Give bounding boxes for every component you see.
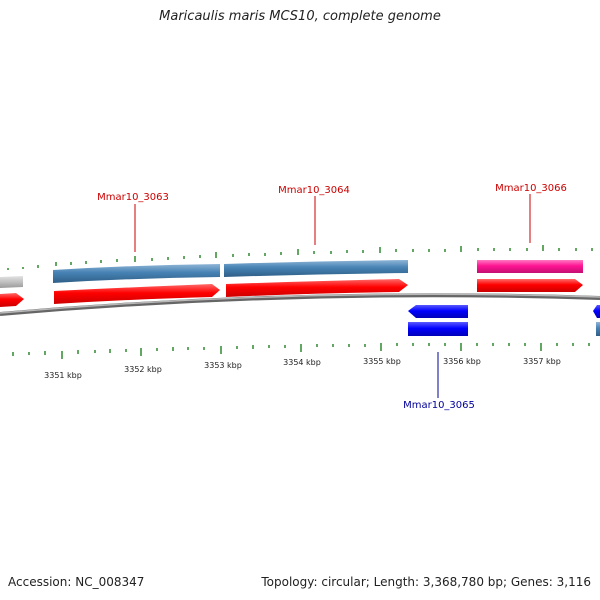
gene-mmar10-3064 xyxy=(224,260,408,277)
scale-label: 3352 kbp xyxy=(124,365,162,374)
scale-label: 3355 kbp xyxy=(363,357,401,366)
gc-ticks-upper xyxy=(7,245,593,270)
gene-label-text: Mmar10_3063 xyxy=(97,192,169,203)
cds-forward-mmar10-3064 xyxy=(226,279,408,297)
gene-partial-right xyxy=(596,322,600,336)
gene-mmar10-3066 xyxy=(477,260,583,273)
scale-label: 3356 kbp xyxy=(443,357,481,366)
cds-forward-mmar10-3066 xyxy=(477,279,583,292)
scale-label: 3353 kbp xyxy=(204,361,242,370)
genome-backbone xyxy=(0,293,600,316)
cds-forward-mmar10-3063 xyxy=(54,284,220,304)
gc-ticks-lower xyxy=(12,343,590,359)
gene-label-mmar10-3066[interactable]: Mmar10_3066 xyxy=(495,183,567,243)
genome-title: Maricaulis maris MCS10, complete genome xyxy=(159,9,441,24)
accession-text: Accession: NC_008347 xyxy=(8,575,145,589)
scale-label: 3351 kbp xyxy=(44,371,82,380)
genome-backbone-highlight xyxy=(0,293,600,314)
gene-label-text: Mmar10_3066 xyxy=(495,183,567,194)
forward-cds-track xyxy=(0,279,583,307)
scale-label: 3357 kbp xyxy=(523,357,561,366)
cds-reverse-partial-right xyxy=(593,305,600,318)
cds-reverse-mmar10-3065 xyxy=(408,305,468,318)
gene-label-mmar10-3063[interactable]: Mmar10_3063 xyxy=(97,192,169,252)
gene-partial-left xyxy=(0,276,23,288)
gene-label-text: Mmar10_3065 xyxy=(403,400,475,411)
gene-mmar10-3063 xyxy=(53,264,220,283)
cds-forward-partial xyxy=(0,293,24,307)
gene-track xyxy=(0,260,583,288)
gene-label-text: Mmar10_3064 xyxy=(278,185,350,196)
reverse-cds-track xyxy=(408,305,600,336)
gene-label-mmar10-3064[interactable]: Mmar10_3064 xyxy=(278,185,350,245)
genome-summary-text: Topology: circular; Length: 3,368,780 bp… xyxy=(261,575,591,589)
scale-labels: 3351 kbp 3352 kbp 3353 kbp 3354 kbp 3355… xyxy=(44,357,561,380)
scale-label: 3354 kbp xyxy=(283,358,321,367)
gene-label-mmar10-3065[interactable]: Mmar10_3065 xyxy=(403,352,475,411)
gene-mmar10-3065 xyxy=(408,322,468,336)
